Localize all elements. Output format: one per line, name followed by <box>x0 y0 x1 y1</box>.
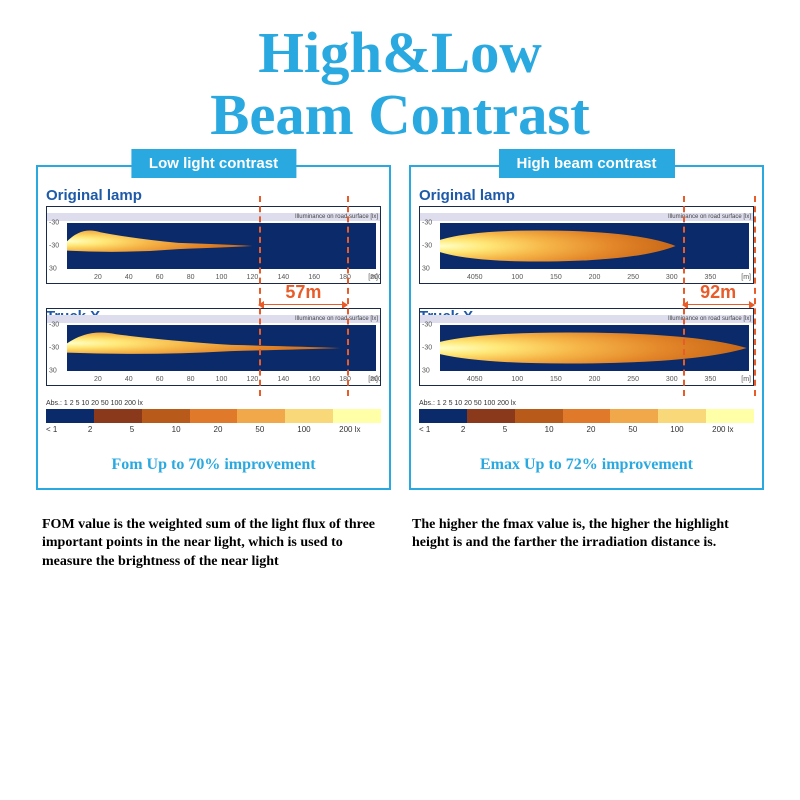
footnote-high: The higher the fmax value is, the higher… <box>412 516 758 571</box>
original-lamp-label: Original lamp <box>46 187 381 204</box>
high-original-chart: Illuminance on road surface [lx] [m] 501… <box>419 206 754 284</box>
legend-scale: < 125102050100200 lx <box>419 425 754 434</box>
footnotes-row: FOM value is the weighted sum of the lig… <box>0 490 800 571</box>
legend-scale: < 125102050100200 lx <box>46 425 381 434</box>
original-lamp-label: Original lamp <box>419 187 754 204</box>
legend-bar <box>46 409 381 423</box>
x-unit: [m] <box>741 274 751 281</box>
panels-row: Low light contrast Original lamp Illumin… <box>0 145 800 490</box>
low-original-chart: Illuminance on road surface [lx] [m] 204… <box>46 206 381 284</box>
chart-strip: Illuminance on road surface [lx] <box>420 315 753 323</box>
improvement-high: Emax Up to 72% improvement <box>419 456 754 474</box>
legend-header: Abs.: 1 2 5 10 20 50 100 200 lx <box>46 400 381 407</box>
distance-arrow-low <box>259 304 347 305</box>
distance-label-low: 57m <box>285 282 321 303</box>
high-beam-header: High beam contrast <box>498 149 674 178</box>
legend-low: Abs.: 1 2 5 10 20 50 100 200 lx < 125102… <box>46 400 381 434</box>
low-beam-header: Low light contrast <box>131 149 296 178</box>
legend-high: Abs.: 1 2 5 10 20 50 100 200 lx < 125102… <box>419 400 754 434</box>
high-truckx-chart: Illuminance on road surface [lx] [m] 501… <box>419 308 754 386</box>
low-beam-panel: Low light contrast Original lamp Illumin… <box>36 165 391 490</box>
distance-arrow-high <box>683 304 754 305</box>
chart-strip: Illuminance on road surface [lx] <box>47 213 380 221</box>
high-beam-panel: High beam contrast Original lamp Illumin… <box>409 165 764 490</box>
low-truckx-chart: Illuminance on road surface [lx] [m] 204… <box>46 308 381 386</box>
chart-strip: Illuminance on road surface [lx] <box>47 315 380 323</box>
distance-label-high: 92m <box>700 282 736 303</box>
title-line-2: Beam Contrast <box>0 84 800 146</box>
x-unit: [m] <box>741 376 751 383</box>
footnote-low: FOM value is the weighted sum of the lig… <box>42 516 388 571</box>
legend-bar <box>419 409 754 423</box>
improvement-low: Fom Up to 70% improvement <box>46 456 381 474</box>
title-line-1: High&Low <box>0 22 800 84</box>
main-title: High&Low Beam Contrast <box>0 0 800 145</box>
chart-strip: Illuminance on road surface [lx] <box>420 213 753 221</box>
legend-header: Abs.: 1 2 5 10 20 50 100 200 lx <box>419 400 754 407</box>
